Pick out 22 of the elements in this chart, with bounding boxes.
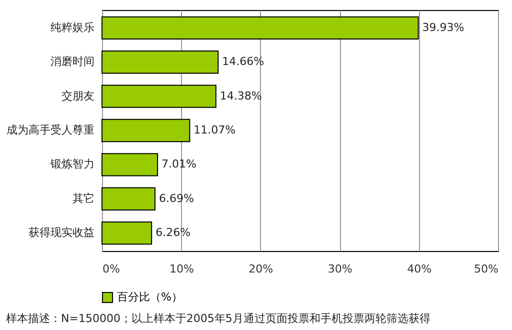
- x-tick-label: 30%: [328, 262, 352, 276]
- y-tick-label: 交朋友: [62, 89, 94, 102]
- y-tick-label: 其它: [72, 192, 94, 205]
- data-label: 14.66%: [222, 55, 264, 68]
- data-label: 14.38%: [220, 89, 262, 102]
- y-tick-label: 成为高手受人尊重: [6, 124, 94, 136]
- data-label: 7.01%: [162, 158, 196, 171]
- data-label: 6.26%: [156, 226, 191, 240]
- x-tick-label: 10%: [169, 262, 194, 276]
- y-tick-label: 获得现实收益: [28, 226, 94, 240]
- x-tick-label: 40%: [407, 262, 432, 276]
- y-tick-label: 纯粹娱乐: [50, 20, 94, 34]
- data-label: 39.93%: [422, 20, 464, 34]
- x-tick-label: 0%: [102, 262, 120, 276]
- y-tick-label: 锻炼智力: [50, 158, 94, 171]
- y-tick-label: 消磨时间: [50, 55, 94, 68]
- text: 样本描述：N=150000；以上样本于2005年5月通过页面投票和手机投票两轮筛选获得: [6, 312, 430, 325]
- x-tick-label: 20%: [248, 262, 274, 276]
- legend-label: 百分比（%）: [117, 290, 182, 304]
- x-tick-label: 50%: [474, 262, 498, 276]
- data-label: 6.69%: [158, 192, 194, 205]
- data-label: 11.07%: [194, 124, 236, 136]
